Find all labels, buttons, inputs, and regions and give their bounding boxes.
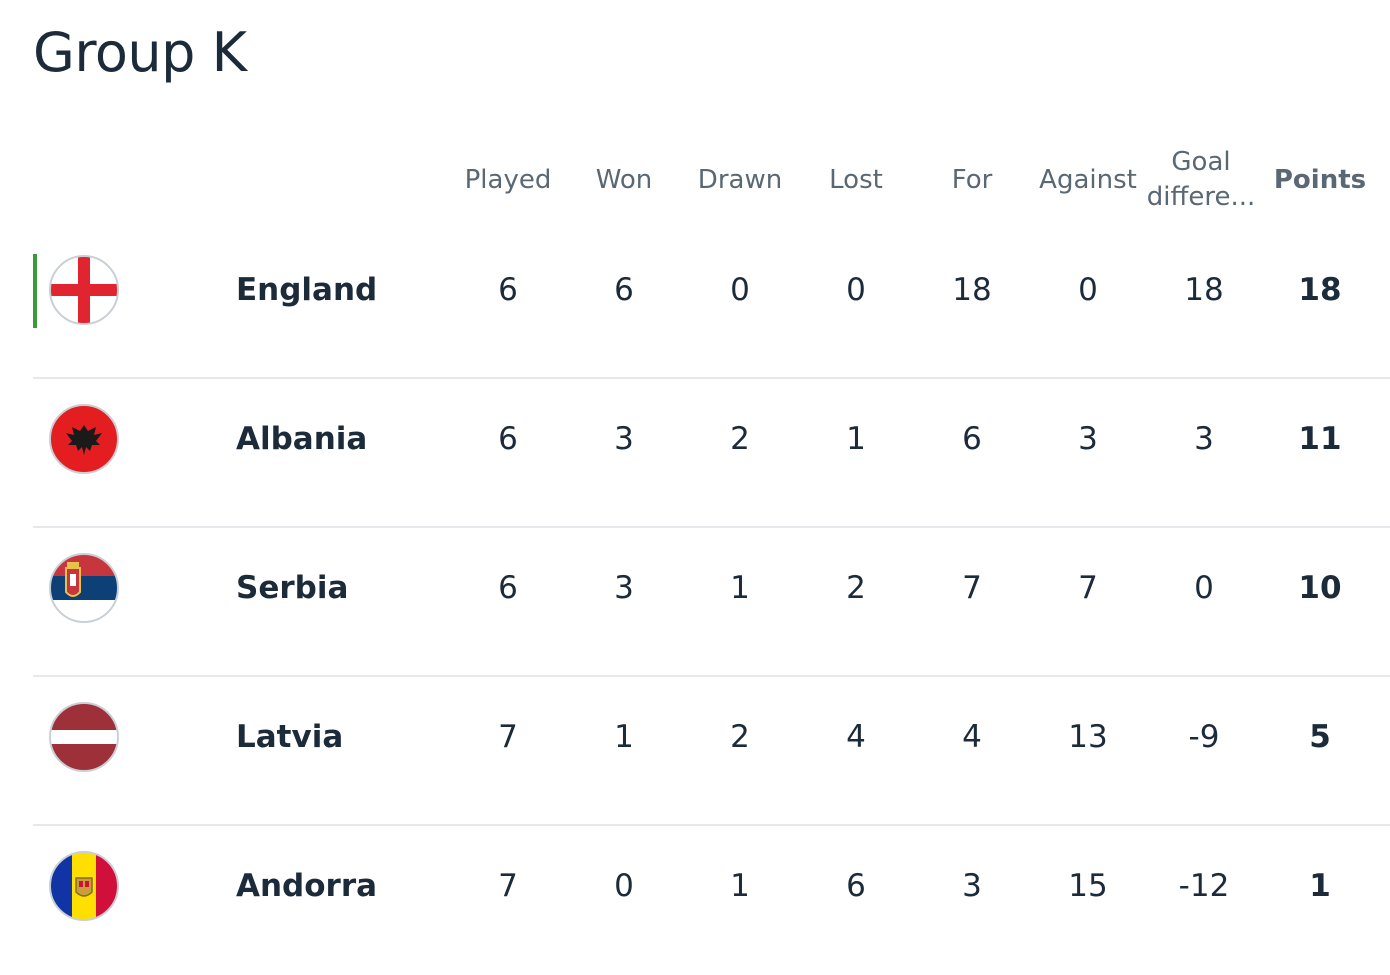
column-header-won[interactable]: Won — [595, 164, 653, 195]
column-header-drawn[interactable]: Drawn — [697, 164, 783, 195]
against-value: 13 — [1068, 719, 1108, 755]
played-value: 6 — [498, 272, 518, 308]
row-divider — [33, 675, 1390, 677]
team-name[interactable]: Latvia — [236, 719, 344, 755]
drawn-value: 2 — [730, 421, 750, 457]
team-name[interactable]: Serbia — [236, 570, 349, 606]
for-value: 18 — [952, 272, 992, 308]
for-value: 3 — [962, 868, 982, 904]
drawn-value: 0 — [730, 272, 750, 308]
table-row[interactable]: Serbia 6 3 1 2 7 7 0 10 — [33, 528, 1390, 677]
against-value: 7 — [1078, 570, 1098, 606]
points-value: 1 — [1309, 868, 1331, 904]
latvia-flag-icon — [49, 702, 119, 772]
lost-value: 1 — [846, 421, 866, 457]
for-value: 7 — [962, 570, 982, 606]
serbia-flag-icon — [49, 553, 119, 623]
column-header-against[interactable]: Against — [1039, 164, 1137, 195]
goal-difference-value: 3 — [1194, 421, 1214, 457]
lost-value: 2 — [846, 570, 866, 606]
for-value: 6 — [962, 421, 982, 457]
team-name[interactable]: Albania — [236, 421, 368, 457]
group-title: Group K — [33, 21, 247, 84]
goal-difference-value: 18 — [1184, 272, 1224, 308]
played-value: 6 — [498, 421, 518, 457]
goal-difference-value: -9 — [1188, 719, 1220, 755]
won-value: 0 — [614, 868, 634, 904]
column-header-played[interactable]: Played — [464, 164, 552, 195]
drawn-value: 2 — [730, 719, 750, 755]
row-divider — [33, 824, 1390, 826]
against-value: 15 — [1068, 868, 1108, 904]
against-value: 0 — [1078, 272, 1098, 308]
points-value: 10 — [1298, 570, 1342, 606]
won-value: 6 — [614, 272, 634, 308]
played-value: 7 — [498, 868, 518, 904]
table-row[interactable]: Andorra 7 0 1 6 3 15 -12 1 — [33, 826, 1390, 975]
won-value: 3 — [614, 570, 634, 606]
row-divider — [33, 377, 1390, 379]
played-value: 7 — [498, 719, 518, 755]
row-divider — [33, 526, 1390, 528]
won-value: 3 — [614, 421, 634, 457]
qualification-indicator — [33, 254, 37, 328]
andorra-flag-icon — [49, 851, 119, 921]
drawn-value: 1 — [730, 868, 750, 904]
points-value: 5 — [1309, 719, 1331, 755]
table-row[interactable]: England 6 6 0 0 18 0 18 18 — [33, 230, 1390, 379]
won-value: 1 — [614, 719, 634, 755]
england-flag-icon — [49, 255, 119, 325]
team-name[interactable]: Andorra — [236, 868, 378, 904]
against-value: 3 — [1078, 421, 1098, 457]
column-header-for[interactable]: For — [951, 164, 993, 195]
goal-difference-value: -12 — [1178, 868, 1230, 904]
table-row[interactable]: Albania 6 3 2 1 6 3 3 11 — [33, 379, 1390, 528]
lost-value: 4 — [846, 719, 866, 755]
team-name[interactable]: England — [236, 272, 378, 308]
goal-difference-value: 0 — [1194, 570, 1214, 606]
drawn-value: 1 — [730, 570, 750, 606]
table-header: Played Won Drawn Lost For Against Goal d… — [0, 130, 1390, 230]
column-header-points[interactable]: Points — [1273, 164, 1367, 195]
lost-value: 6 — [846, 868, 866, 904]
for-value: 4 — [962, 719, 982, 755]
table-row[interactable]: Latvia 7 1 2 4 4 13 -9 5 — [33, 677, 1390, 826]
lost-value: 0 — [846, 272, 866, 308]
points-value: 11 — [1298, 421, 1342, 457]
points-value: 18 — [1298, 272, 1342, 308]
played-value: 6 — [498, 570, 518, 606]
albania-flag-icon — [49, 404, 119, 474]
column-header-goal-difference[interactable]: Goal differe... — [1146, 147, 1256, 212]
column-header-lost[interactable]: Lost — [829, 164, 883, 195]
